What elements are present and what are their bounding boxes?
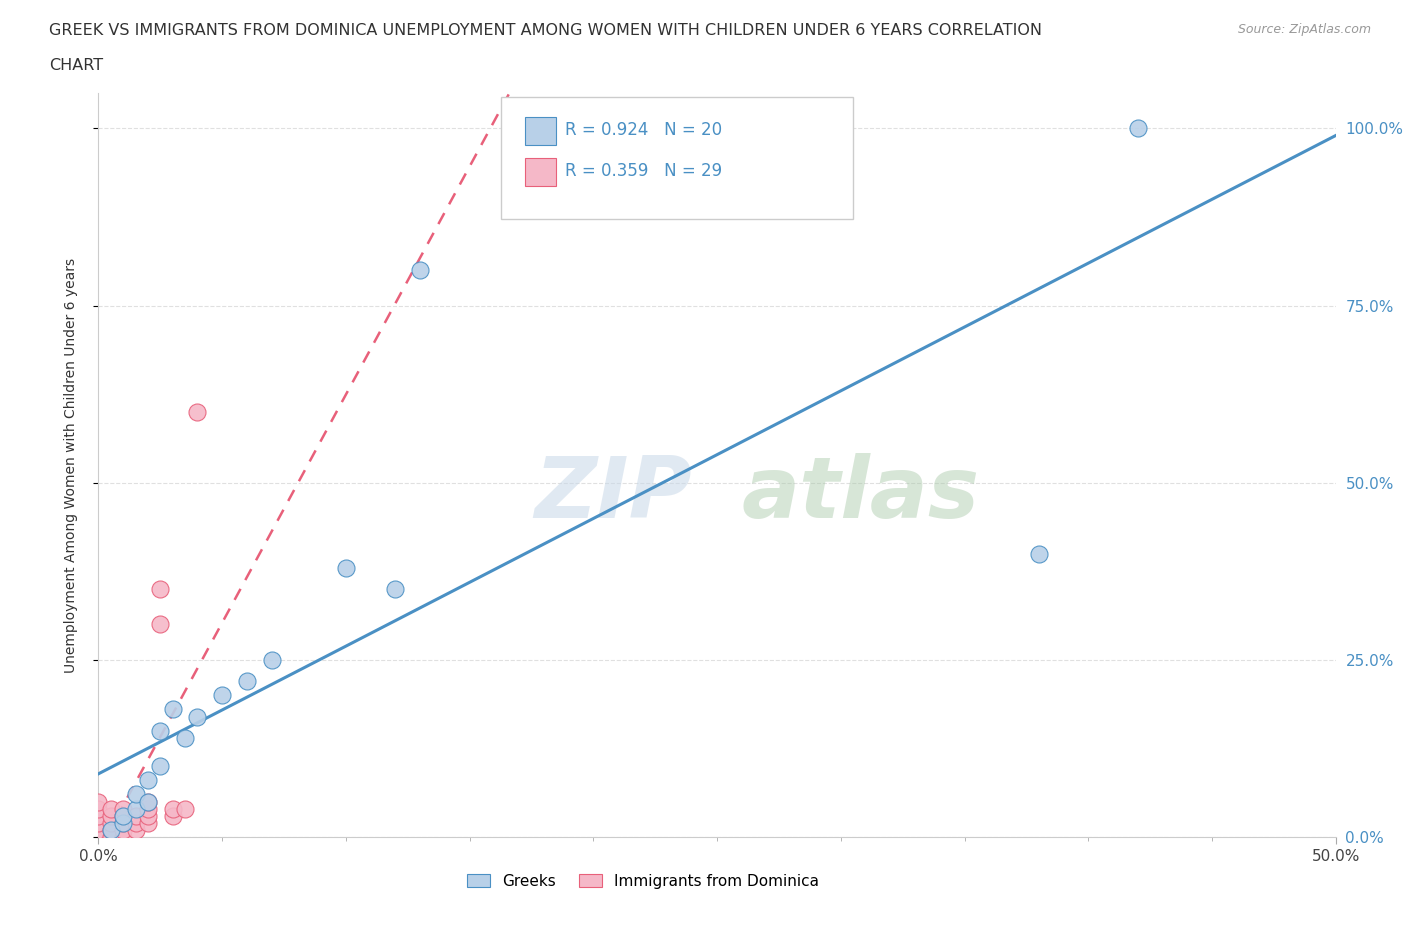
Point (162, 702, 184, 717)
Point (149, 581, 172, 596)
Point (136, 816, 159, 830)
Point (112, 830, 135, 844)
Text: Source: ZipAtlas.com: Source: ZipAtlas.com (1237, 23, 1371, 36)
Point (124, 787, 146, 802)
Point (136, 794, 159, 809)
Point (124, 816, 146, 830)
Point (87, 808, 110, 823)
Point (100, 822, 122, 837)
Point (87, 794, 110, 809)
Point (1126, 121, 1149, 136)
Point (100, 830, 122, 844)
Text: R = 0.359   N = 29: R = 0.359 N = 29 (565, 162, 723, 180)
Point (384, 581, 406, 596)
Point (149, 724, 172, 738)
Point (162, 808, 184, 823)
FancyBboxPatch shape (501, 97, 853, 219)
Point (100, 808, 122, 823)
Point (112, 816, 135, 830)
Text: ZIP: ZIP (534, 453, 692, 537)
Text: CHART: CHART (49, 58, 103, 73)
Point (112, 802, 135, 817)
Point (162, 802, 184, 817)
Point (136, 808, 159, 823)
Text: GREEK VS IMMIGRANTS FROM DOMINICA UNEMPLOYMENT AMONG WOMEN WITH CHILDREN UNDER 6: GREEK VS IMMIGRANTS FROM DOMINICA UNEMPL… (49, 23, 1042, 38)
Point (409, 262, 432, 277)
FancyBboxPatch shape (526, 117, 557, 145)
Point (136, 773, 159, 788)
Point (136, 794, 159, 809)
Point (149, 617, 172, 631)
Point (87, 830, 110, 844)
Point (174, 802, 197, 817)
Point (87, 816, 110, 830)
Point (112, 822, 135, 837)
Point (112, 816, 135, 830)
Point (124, 822, 146, 837)
Point (136, 802, 159, 817)
Point (236, 673, 259, 688)
Point (100, 802, 122, 817)
Point (100, 816, 122, 830)
Point (87, 822, 110, 837)
Point (112, 808, 135, 823)
Point (335, 560, 357, 575)
Point (124, 808, 146, 823)
Point (186, 405, 208, 419)
Text: atlas: atlas (742, 453, 980, 537)
Text: R = 0.924   N = 20: R = 0.924 N = 20 (565, 121, 723, 140)
Point (124, 802, 146, 817)
FancyBboxPatch shape (526, 158, 557, 186)
Point (112, 808, 135, 823)
Point (260, 653, 283, 668)
Y-axis label: Unemployment Among Women with Children Under 6 years: Unemployment Among Women with Children U… (63, 258, 77, 672)
Point (1028, 546, 1050, 561)
Point (174, 730, 197, 745)
Point (87, 802, 110, 817)
Point (100, 822, 122, 837)
Point (186, 709, 208, 724)
Legend: Greeks, Immigrants from Dominica: Greeks, Immigrants from Dominica (460, 866, 827, 897)
Point (211, 688, 233, 703)
Point (149, 759, 172, 774)
